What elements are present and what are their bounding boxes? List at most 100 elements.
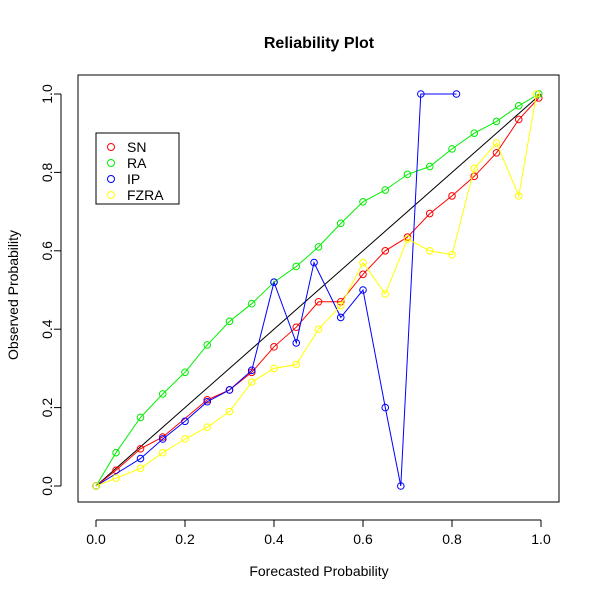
data-point-fzra bbox=[112, 474, 120, 482]
legend-label-sn: SN bbox=[127, 139, 146, 155]
data-point-ip bbox=[270, 278, 278, 286]
data-point-fzra bbox=[470, 164, 479, 173]
data-point-sn bbox=[136, 444, 145, 453]
data-point-ra bbox=[158, 390, 167, 398]
data-point-ra bbox=[470, 129, 479, 137]
legend-marker-fzra bbox=[107, 191, 115, 199]
data-point-ip bbox=[158, 435, 167, 443]
data-point-sn bbox=[314, 297, 323, 306]
data-point-fzra bbox=[203, 423, 212, 432]
data-point-ip bbox=[452, 90, 461, 98]
x-axis: 0.0 0.2 0.4 0.6 0.8 1.0 bbox=[86, 519, 551, 547]
data-point-fzra bbox=[136, 464, 145, 473]
data-point-fzra bbox=[92, 482, 100, 490]
data-point-ip bbox=[310, 258, 318, 267]
data-point-ip bbox=[181, 417, 189, 426]
legend-label-ra: RA bbox=[127, 155, 147, 171]
data-point-fzra bbox=[448, 250, 456, 259]
legend-label-fzra: FZRA bbox=[127, 187, 164, 203]
y-tick-label: 0.4 bbox=[39, 319, 55, 339]
chart-title: Reliability Plot bbox=[264, 35, 375, 52]
data-point-sn bbox=[470, 172, 479, 181]
data-point-ra bbox=[514, 101, 523, 110]
data-point-ip bbox=[336, 313, 345, 322]
x-tick-label: 0.4 bbox=[264, 531, 284, 547]
data-point-sn bbox=[270, 343, 278, 351]
data-point-ip bbox=[136, 454, 145, 463]
data-point-ip bbox=[359, 286, 367, 294]
x-tick-label: 0.2 bbox=[175, 531, 195, 547]
legend-marker-sn bbox=[107, 143, 115, 151]
y-tick-label: 0.6 bbox=[39, 241, 55, 261]
x-axis-label: Forecasted Probability bbox=[249, 563, 388, 579]
data-point-sn bbox=[359, 270, 367, 279]
data-point-ra bbox=[381, 186, 390, 194]
data-point-fzra bbox=[403, 235, 412, 243]
y-axis-label: Observed Probability bbox=[5, 230, 21, 360]
x-tick-label: 0.8 bbox=[442, 531, 462, 547]
data-point-fzra bbox=[336, 301, 345, 310]
data-point-fzra bbox=[314, 325, 323, 334]
x-tick-label: 1.0 bbox=[531, 531, 551, 547]
data-point-sn bbox=[425, 209, 434, 218]
data-point-ra bbox=[534, 90, 543, 98]
series-fzra bbox=[92, 90, 541, 490]
data-point-sn bbox=[381, 247, 390, 255]
series-line-ra bbox=[95, 93, 540, 487]
data-point-ra bbox=[136, 413, 145, 422]
data-point-ip bbox=[292, 339, 301, 347]
y-tick-label: 1.0 bbox=[39, 84, 55, 104]
data-point-ra bbox=[425, 162, 434, 171]
data-point-sn bbox=[514, 115, 523, 124]
data-point-ra bbox=[314, 243, 323, 251]
data-point-ra bbox=[247, 299, 256, 308]
data-point-ip bbox=[203, 397, 212, 406]
data-point-ra bbox=[181, 368, 189, 377]
series-line-ip bbox=[95, 93, 457, 487]
y-tick-label: 0.2 bbox=[39, 398, 55, 418]
y-axis: 0.0 0.2 0.4 0.6 0.8 1.0 bbox=[39, 84, 62, 496]
data-point-ra bbox=[448, 145, 456, 153]
data-point-sn bbox=[448, 192, 456, 200]
data-point-ra bbox=[292, 262, 301, 271]
y-tick-label: 0.0 bbox=[39, 476, 55, 496]
y-tick-label: 0.8 bbox=[39, 162, 55, 182]
series-line-fzra bbox=[95, 93, 537, 487]
data-point-fzra bbox=[292, 360, 301, 369]
series-line-sn bbox=[95, 97, 540, 487]
legend-marker-ip bbox=[107, 175, 115, 183]
data-point-fzra bbox=[381, 290, 390, 298]
data-point-sn bbox=[492, 149, 501, 157]
data-point-fzra bbox=[181, 435, 189, 443]
data-point-ra bbox=[492, 117, 501, 126]
x-tick-label: 0.0 bbox=[86, 531, 106, 547]
data-point-ip bbox=[397, 482, 405, 490]
data-point-fzra bbox=[270, 364, 278, 373]
diagonal-reference-line bbox=[95, 93, 542, 487]
data-point-sn bbox=[403, 233, 412, 241]
plot-border bbox=[77, 74, 560, 503]
data-point-fzra bbox=[492, 139, 501, 147]
legend-label-ip: IP bbox=[127, 171, 140, 187]
legend-marker-ra bbox=[107, 159, 115, 167]
data-point-ip bbox=[247, 366, 256, 375]
data-point-ra bbox=[225, 317, 234, 326]
data-point-fzra bbox=[532, 90, 541, 98]
data-point-ra bbox=[403, 170, 412, 179]
data-point-fzra bbox=[247, 378, 256, 386]
data-point-ra bbox=[203, 341, 212, 349]
data-point-fzra bbox=[514, 192, 523, 200]
data-point-ip bbox=[225, 386, 234, 394]
data-point-fzra bbox=[425, 247, 434, 255]
data-point-fzra bbox=[225, 407, 234, 416]
data-point-fzra bbox=[359, 258, 367, 267]
data-point-fzra bbox=[158, 448, 167, 457]
data-point-ra bbox=[336, 219, 345, 228]
data-point-ip bbox=[381, 403, 390, 412]
data-point-ip bbox=[417, 90, 425, 98]
series-ip bbox=[92, 90, 461, 490]
x-tick-label: 0.6 bbox=[353, 531, 373, 547]
plot-area bbox=[92, 90, 543, 490]
